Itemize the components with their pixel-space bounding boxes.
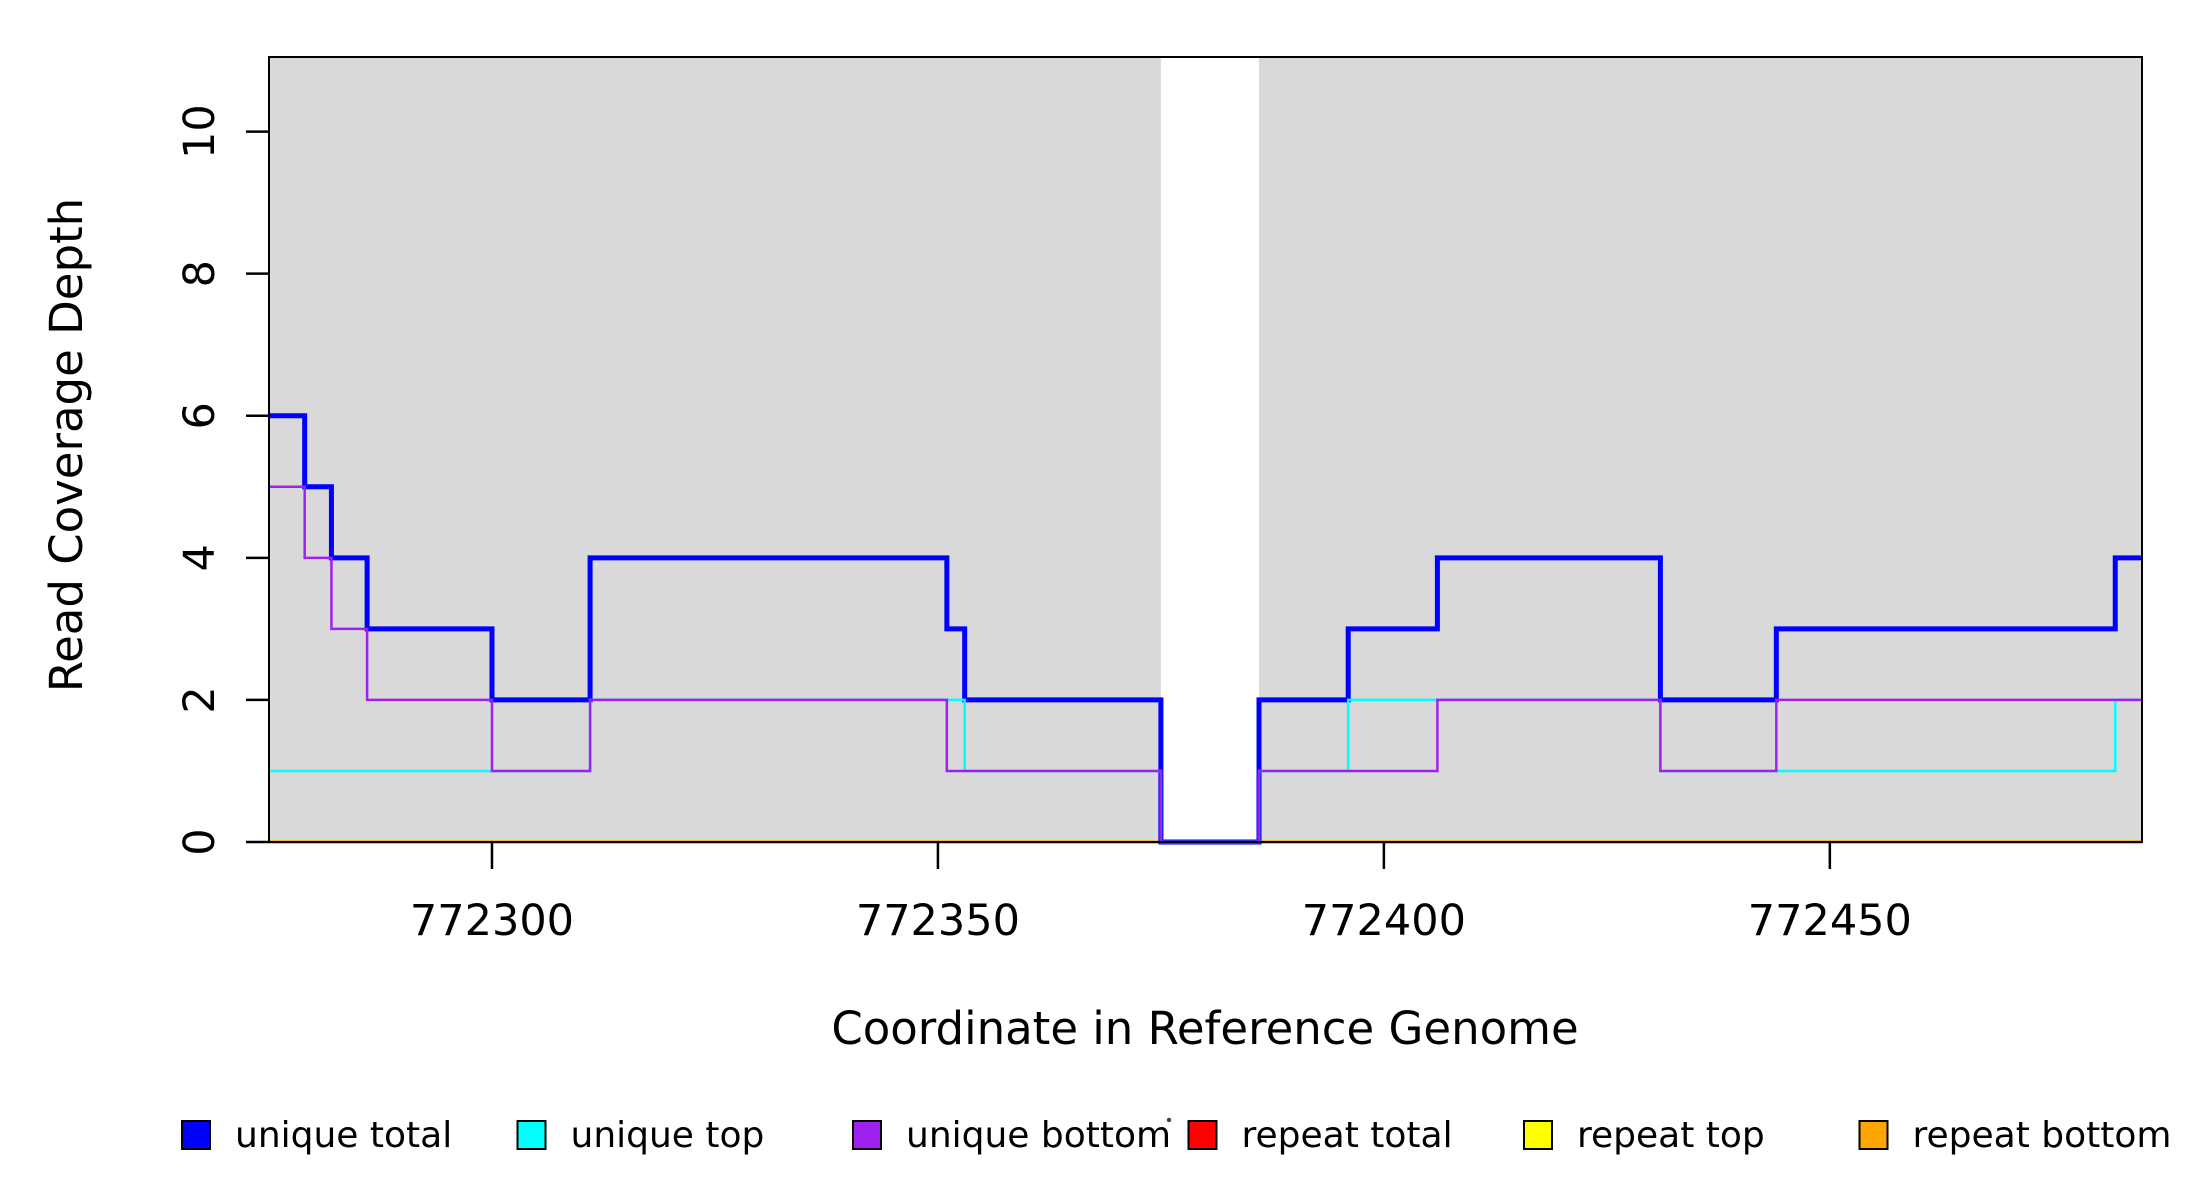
plot-background-layer	[269, 57, 2142, 842]
legend-swatch-repeat-total	[1187, 1120, 1218, 1150]
x-axis-title: Coordinate in Reference Genome	[831, 1002, 1578, 1055]
y-tick-label: 8	[175, 260, 225, 287]
y-tick-label: 4	[175, 544, 225, 571]
y-tick-label: 6	[175, 402, 225, 429]
legend-swatch-unique-total	[181, 1120, 211, 1150]
y-tick-label: 0	[175, 828, 225, 855]
legend-swatch-unique-bottom	[852, 1120, 882, 1150]
legend-label-repeat-top: repeat top	[1577, 1115, 1765, 1156]
legend-label-repeat-total: repeat total	[1242, 1115, 1453, 1156]
stray-dot	[1166, 1117, 1172, 1123]
legend-label-unique-top: unique top	[571, 1115, 765, 1156]
legend-item-unique-bottom: unique bottom	[852, 1115, 1171, 1156]
plot-border	[268, 56, 2143, 843]
y-axis: 0 2 4 6 8 10	[175, 104, 269, 856]
x-tick-label: 772450	[1748, 896, 1912, 946]
legend-label-repeat-bottom: repeat bottom	[1913, 1115, 2172, 1156]
legend-item-unique-top: unique top	[516, 1115, 765, 1156]
legend-item-repeat-bottom: repeat bottom	[1858, 1115, 2172, 1156]
x-tick-label: 772300	[410, 896, 574, 946]
x-tick-label: 772400	[1302, 896, 1466, 946]
series-line-unique-bottom	[269, 485, 2142, 844]
legend: unique total unique top unique bottom repea…	[181, 1115, 2172, 1156]
shaded-region	[269, 57, 1161, 842]
legend-swatch-unique-top	[516, 1120, 547, 1150]
y-tick-label: 10	[175, 104, 225, 159]
legend-swatch-repeat-top	[1523, 1120, 1553, 1150]
legend-item-unique-total: unique total	[181, 1115, 452, 1156]
series-line-unique-total	[269, 413, 2142, 845]
legend-item-repeat-top: repeat top	[1523, 1115, 1765, 1156]
x-tick-label: 772350	[856, 896, 1020, 946]
legend-label-unique-bottom: unique bottom	[906, 1115, 1171, 1156]
y-tick-label: 2	[175, 686, 225, 713]
legend-swatch-repeat-bottom	[1858, 1120, 1889, 1150]
y-axis-title: Read Coverage Depth	[40, 198, 93, 692]
shaded-region	[1259, 57, 2142, 842]
legend-item-repeat-total: repeat total	[1187, 1115, 1453, 1156]
legend-label-unique-total: unique total	[235, 1115, 452, 1156]
x-axis: 772300 772350 772400 772450	[410, 842, 1912, 946]
